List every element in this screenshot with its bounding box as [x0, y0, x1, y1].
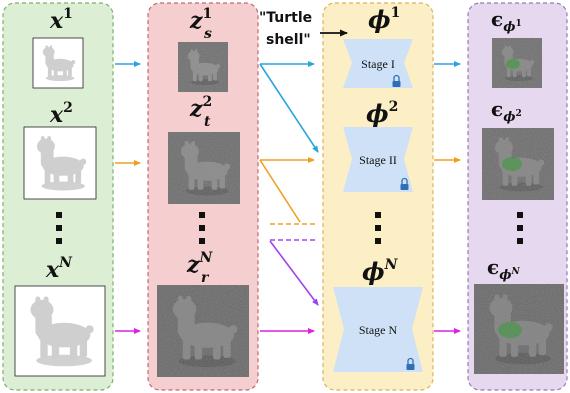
svg-text:Stage I: Stage I [361, 57, 395, 71]
lock-icon [392, 74, 401, 87]
input-label-2: x2 [49, 100, 73, 128]
lock-icon [400, 177, 409, 190]
stage-block-2: Stage II [343, 127, 413, 192]
lock-icon [406, 357, 415, 370]
stage-block-n: Stage N [333, 287, 423, 372]
latent-image-n [157, 285, 249, 377]
arrow-right-icon [269, 240, 319, 306]
latent-image-1 [178, 42, 228, 92]
vertical-ellipsis-icon [56, 212, 62, 244]
input-label-n: xN [45, 255, 73, 283]
stage-label-n: ϕN [362, 257, 399, 286]
prompt-text: "Turtle shell" [259, 10, 317, 48]
vertical-ellipsis-icon [199, 212, 205, 244]
stage-block-1: Stage I [343, 39, 413, 88]
svg-text:Stage II: Stage II [359, 153, 397, 167]
svg-text:Stage N: Stage N [359, 323, 398, 337]
vertical-ellipsis-icon [517, 212, 523, 244]
latent-label-1: z1 s [189, 6, 212, 42]
latent-label-2: z2 t [189, 94, 212, 130]
latent-image-2 [168, 132, 240, 204]
stage-label-1: ϕ1 [368, 5, 400, 34]
output-image-n [474, 284, 564, 374]
latent-label-n: zN r [186, 250, 214, 286]
input-image-1 [32, 37, 84, 89]
connector-line [259, 159, 301, 223]
output-label-2: ϵϕ2 [491, 97, 522, 125]
output-image-1 [492, 38, 542, 88]
output-image-2 [482, 128, 554, 200]
input-image-2 [23, 126, 97, 200]
arrow-right-icon [259, 63, 319, 153]
output-label-1: ϵϕ1 [491, 7, 522, 35]
vertical-ellipsis-icon [375, 212, 381, 244]
stage-label-2: ϕ2 [366, 99, 398, 128]
input-label-1: x1 [49, 6, 73, 34]
input-image-n [14, 285, 106, 377]
output-label-n: ϵϕN [487, 255, 520, 283]
